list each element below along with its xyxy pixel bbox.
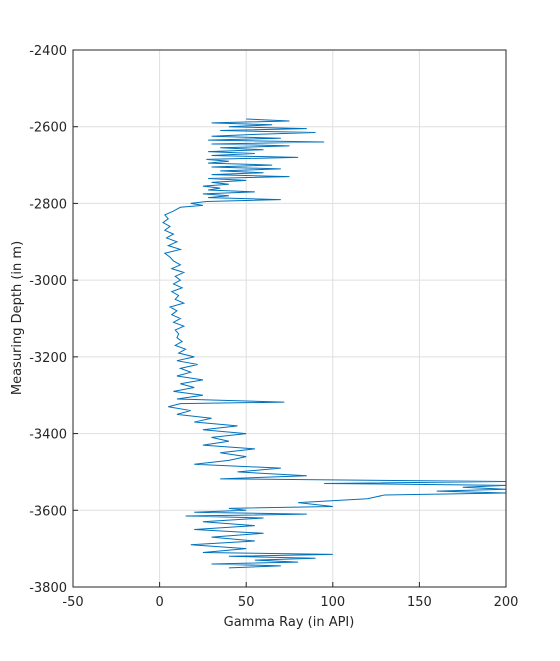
x-tick-label: 100	[320, 595, 345, 610]
y-tick-label: -3200	[29, 351, 67, 366]
x-tick-label: 200	[494, 595, 519, 610]
x-tick-label: 150	[407, 595, 432, 610]
y-tick-label: -3000	[29, 274, 67, 289]
y-tick-label: -3400	[29, 428, 67, 443]
plot-frame	[72, 49, 507, 588]
y-axis-label: Measuring Depth (in m)	[10, 241, 25, 395]
x-axis-label: Gamma Ray (in API)	[224, 615, 355, 630]
y-tick-label: -3800	[29, 581, 67, 596]
x-tick-label: 50	[238, 595, 255, 610]
y-tick-label: -2400	[29, 44, 67, 59]
x-tick-label: 0	[155, 595, 163, 610]
x-tick-label: -50	[62, 595, 83, 610]
y-tick-label: -3600	[29, 504, 67, 519]
y-tick-label: -2600	[29, 121, 67, 136]
data-line	[162, 118, 506, 569]
y-tick-label: -2800	[29, 197, 67, 212]
